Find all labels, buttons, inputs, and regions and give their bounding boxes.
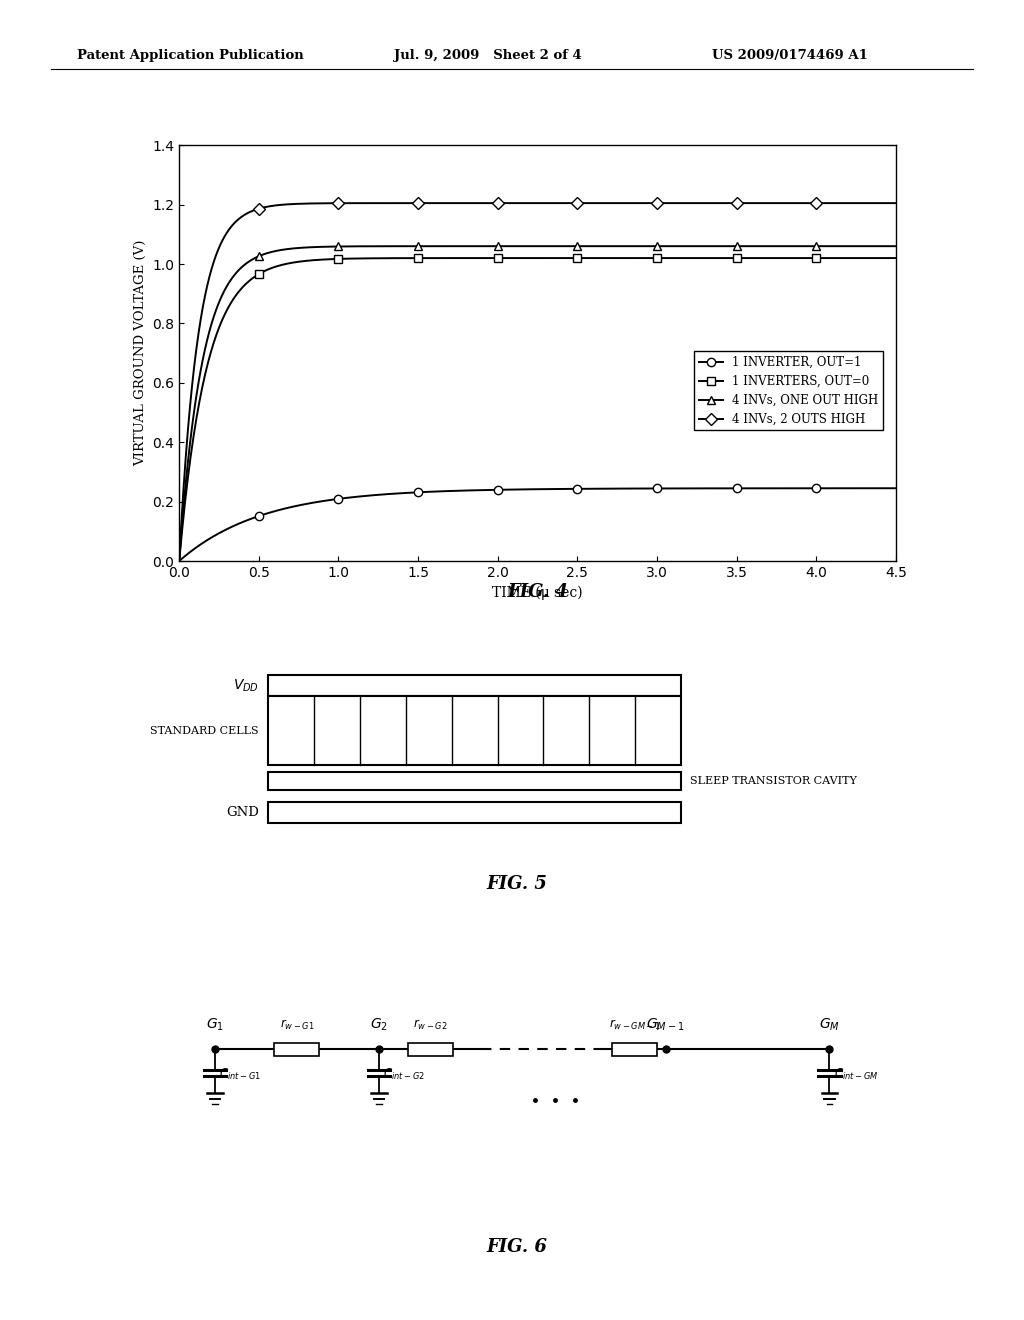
Text: Patent Application Publication: Patent Application Publication — [77, 49, 303, 62]
Text: FIG. 6: FIG. 6 — [486, 1238, 548, 1257]
Text: $G_2$: $G_2$ — [370, 1016, 388, 1034]
Bar — [268, 676, 681, 696]
X-axis label: TIME (μ sec): TIME (μ sec) — [493, 585, 583, 599]
Text: Jul. 9, 2009   Sheet 2 of 4: Jul. 9, 2009 Sheet 2 of 4 — [394, 49, 582, 62]
Bar — [268, 696, 681, 766]
Bar — [268, 772, 681, 789]
Text: $r_{w-GM-1}$: $r_{w-GM-1}$ — [609, 1018, 660, 1032]
Text: FIG. 4: FIG. 4 — [507, 583, 568, 602]
Text: $C_{int-GM}$: $C_{int-GM}$ — [834, 1067, 878, 1082]
Text: $r_{w-G1}$: $r_{w-G1}$ — [280, 1018, 314, 1032]
Text: $C_{int-G1}$: $C_{int-G1}$ — [219, 1067, 261, 1082]
Text: US 2009/0174469 A1: US 2009/0174469 A1 — [712, 49, 867, 62]
Text: FIG. 5: FIG. 5 — [486, 875, 548, 894]
Text: $G_1$: $G_1$ — [206, 1016, 224, 1034]
Text: GND: GND — [226, 807, 259, 818]
Text: SLEEP TRANSISTOR CAVITY: SLEEP TRANSISTOR CAVITY — [690, 776, 857, 785]
Bar — [268, 803, 681, 822]
Text: $r_{w-G2}$: $r_{w-G2}$ — [413, 1018, 447, 1032]
Text: $C_{int-G2}$: $C_{int-G2}$ — [383, 1067, 425, 1082]
Bar — [408, 1043, 453, 1056]
Text: $V_{DD}$: $V_{DD}$ — [232, 677, 259, 694]
Bar — [274, 1043, 319, 1056]
Y-axis label: VIRTUAL GROUND VOLTAGE (V): VIRTUAL GROUND VOLTAGE (V) — [134, 240, 146, 466]
Text: STANDARD CELLS: STANDARD CELLS — [151, 726, 259, 735]
Legend: 1 INVERTER, OUT=1, 1 INVERTERS, OUT=0, 4 INVs, ONE OUT HIGH, 4 INVs, 2 OUTS HIGH: 1 INVERTER, OUT=1, 1 INVERTERS, OUT=0, 4… — [694, 351, 883, 430]
Text: $G_M$: $G_M$ — [819, 1016, 840, 1034]
Bar — [612, 1043, 657, 1056]
Text: $G_{M-1}$: $G_{M-1}$ — [646, 1016, 685, 1034]
